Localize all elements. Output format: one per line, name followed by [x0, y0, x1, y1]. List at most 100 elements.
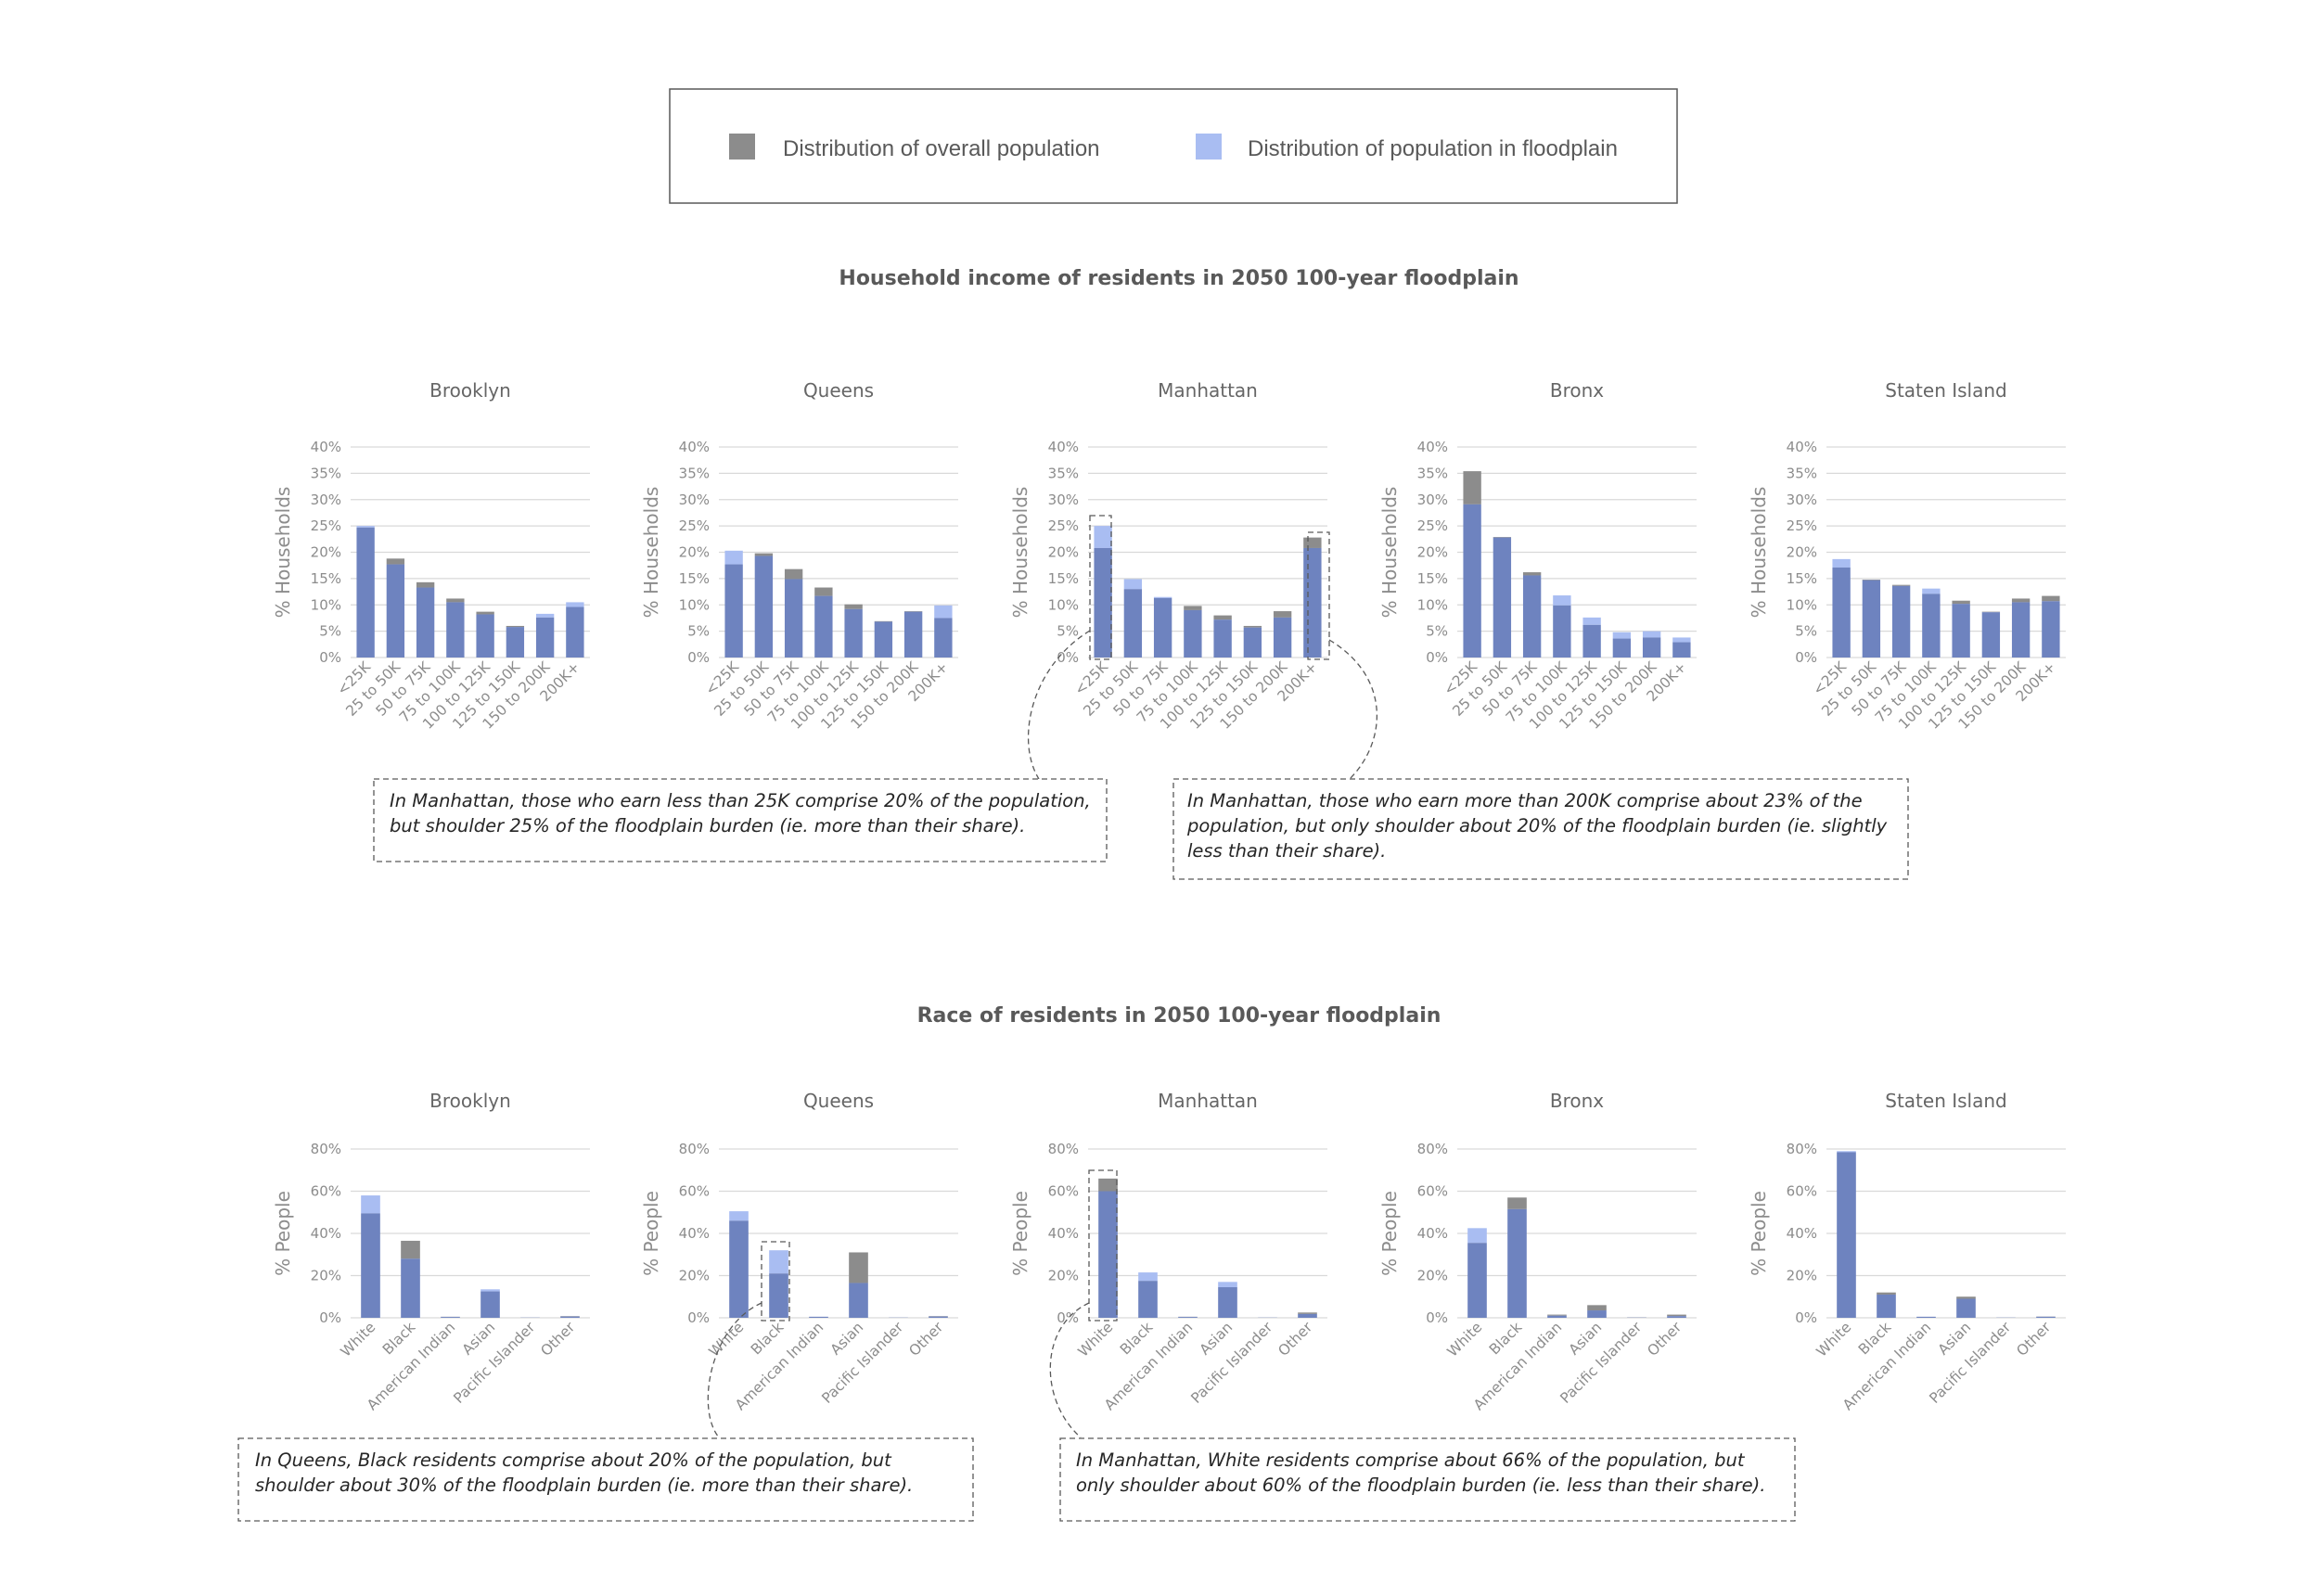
income-queens-ytick-label: 25%	[679, 517, 710, 534]
income-queens-bar-75-to-100k-overlap	[814, 595, 833, 658]
race-manhattan-title: Manhattan	[1158, 1090, 1258, 1112]
race-staten-island-bar-white-overlap	[1837, 1152, 1856, 1318]
race-brooklyn-xtick-label: Other	[537, 1319, 578, 1360]
legend-swatch-floodplain	[1196, 134, 1222, 160]
income-bronx-ytick-label: 10%	[1417, 596, 1448, 613]
income-bronx-ytick-label: 30%	[1417, 492, 1448, 508]
income-manhattan-ytick-label: 10%	[1048, 596, 1079, 613]
race-manhattan-ytick-label: 60%	[1048, 1183, 1079, 1200]
race-queens-bar-asian-overlap	[849, 1283, 868, 1318]
income-brooklyn-bar-150-to-200k-floodplain	[535, 613, 555, 618]
legend-label-overall: Distribution of overall population	[783, 136, 1100, 161]
income-staten-island-bar-50-to-75k-overall	[1891, 584, 1911, 586]
highlights	[707, 515, 1378, 1438]
race-queens-bar-white-overlap	[729, 1220, 749, 1318]
race-queens-ytick-label: 40%	[679, 1225, 710, 1242]
income-manhattan-title: Manhattan	[1158, 379, 1258, 402]
annotation-income-low-text: In Manhattan, those who earn less than 2…	[390, 790, 1091, 836]
income-brooklyn-bar-200k-overlap	[566, 606, 584, 658]
race-bronx-bar-asian-overall	[1587, 1305, 1607, 1311]
race-bronx-xtick-label: White	[1444, 1319, 1486, 1360]
race-staten-island-bar-other-overlap	[2036, 1316, 2056, 1318]
income-brooklyn-bar-100-to-125k-overall	[476, 611, 494, 615]
income-queens-bar-125-to-150k-overall	[874, 620, 893, 622]
race-brooklyn-bar-asian-floodplain	[480, 1289, 500, 1292]
income-brooklyn-bar-25k-floodplain	[356, 526, 375, 528]
income-bronx-ytick-label: 5%	[1426, 623, 1448, 640]
legend-swatch-overall	[729, 134, 755, 160]
race-queens-ytick-label: 80%	[679, 1141, 710, 1157]
income-brooklyn-bar-25k-overlap	[356, 527, 375, 658]
income-brooklyn-bar-150-to-200k-overlap	[535, 617, 555, 658]
race-staten-island-ytick-label: 20%	[1787, 1268, 1817, 1284]
race-bronx-bar-other-overall	[1667, 1314, 1686, 1317]
race-staten-island-bar-black-overlap	[1877, 1294, 1896, 1318]
income-bronx-bar-100-to-125k-floodplain	[1582, 617, 1601, 625]
income-manhattan-ytick-label: 15%	[1048, 570, 1079, 587]
income-bronx-ylabel: % Households	[1378, 487, 1401, 619]
race-brooklyn-ytick-label: 0%	[319, 1309, 341, 1326]
legend: Distribution of overall population Distr…	[669, 88, 1678, 204]
income-brooklyn-bar-75-to-100k-overall	[446, 598, 465, 603]
income-bronx-bar-150-to-200k-floodplain	[1642, 631, 1661, 638]
income-staten-island-bar-150-to-200k-overall	[2011, 598, 2031, 603]
income-brooklyn-ylabel: % Households	[272, 487, 294, 619]
income-bronx-bar-75-to-100k-floodplain	[1553, 595, 1571, 606]
annotation-race-queens-text: In Queens, Black residents comprise abou…	[255, 1449, 914, 1496]
income-bronx-bar-50-to-75k-overlap	[1522, 575, 1542, 658]
annotation-income-high: In Manhattan, those who earn more than 2…	[1172, 778, 1909, 880]
income-queens-bar-150-to-200k-overlap	[903, 611, 923, 658]
highlight-manhattan-200kplus	[1307, 531, 1330, 660]
race-staten-island-ytick-label: 60%	[1787, 1183, 1817, 1200]
race-manhattan-bar-asian-overlap	[1218, 1287, 1237, 1318]
race-bronx-xtick-label: Other	[1644, 1319, 1685, 1360]
race-manhattan-bar-american-indian-overlap	[1178, 1317, 1198, 1318]
income-brooklyn-bar-125-to-150k-overall	[506, 625, 525, 628]
race-queens-bar-white-floodplain	[729, 1211, 749, 1221]
income-bronx-bar-100-to-125k-overlap	[1582, 624, 1601, 658]
annotation-race-queens-frame	[237, 1437, 974, 1522]
income-queens-bar-25k-overlap	[724, 564, 743, 658]
income-staten-island-bar-200k-overlap	[2042, 601, 2060, 658]
income-manhattan-bar-25-to-50k-overlap	[1123, 589, 1143, 658]
race-manhattan-xtick-label: Other	[1275, 1319, 1315, 1360]
race-bronx-bar-white-overlap	[1467, 1243, 1487, 1318]
highlight-queens-black	[761, 1241, 790, 1321]
race-queens-bar-asian-overall	[849, 1252, 868, 1283]
income-manhattan-bar-200k-overall	[1303, 537, 1322, 548]
income-staten-island-bar-25-to-50k-overlap	[1862, 580, 1881, 658]
income-bronx-bar-25-to-50k-overall	[1493, 537, 1512, 538]
income-staten-island-bar-50-to-75k-overlap	[1891, 585, 1911, 658]
race-staten-island-panel: Staten Island 0% 20% 40% 60% 80% % People White…	[1748, 1090, 2066, 1413]
income-staten-island-bar-125-to-150k-overall	[1981, 611, 2001, 613]
income-staten-island-ytick-label: 20%	[1787, 544, 1817, 561]
race-manhattan-bar-white-overlap	[1098, 1191, 1118, 1318]
income-queens-title: Queens	[803, 379, 874, 402]
income-queens-ytick-label: 10%	[679, 596, 710, 613]
income-bronx-bar-125-to-150k-overlap	[1612, 638, 1632, 658]
chart-panels: Brooklyn 0% 5% 10% 15% 20% 25% 30% 35% 40% % House…	[272, 379, 2066, 1413]
race-brooklyn-bar-white-overlap	[361, 1213, 380, 1318]
race-brooklyn-xtick-label: White	[338, 1319, 379, 1360]
race-queens-ytick-label: 20%	[679, 1268, 710, 1284]
race-brooklyn-ytick-label: 40%	[311, 1225, 341, 1242]
race-staten-island-xtick-label: Other	[2013, 1319, 2054, 1360]
income-manhattan-bar-50-to-75k-floodplain	[1153, 596, 1172, 598]
income-staten-island-ylabel: % Households	[1748, 487, 1770, 619]
race-bronx-bar-american-indian-overall	[1547, 1314, 1567, 1316]
race-brooklyn-bar-white-floodplain	[361, 1195, 380, 1214]
race-brooklyn-ytick-label: 60%	[311, 1183, 341, 1200]
income-queens-panel: Queens 0% 5% 10% 15% 20% 25% 30% 35% 40% % Househo…	[640, 379, 958, 733]
income-staten-island-bar-200k-overall	[2042, 595, 2060, 602]
income-bronx-bar-25k-overlap	[1463, 504, 1481, 658]
race-bronx-bar-black-overlap	[1507, 1208, 1527, 1318]
race-queens-ytick-label: 60%	[679, 1183, 710, 1200]
income-staten-island-ytick-label: 10%	[1787, 596, 1817, 613]
income-manhattan-ytick-label: 20%	[1048, 544, 1079, 561]
income-manhattan-bar-25k-overlap	[1094, 547, 1112, 658]
income-staten-island-panel: Staten Island 0% 5% 10% 15% 20% 25% 30% 35% 40% % …	[1748, 379, 2066, 733]
race-bronx-bar-american-indian-overlap	[1547, 1315, 1567, 1318]
